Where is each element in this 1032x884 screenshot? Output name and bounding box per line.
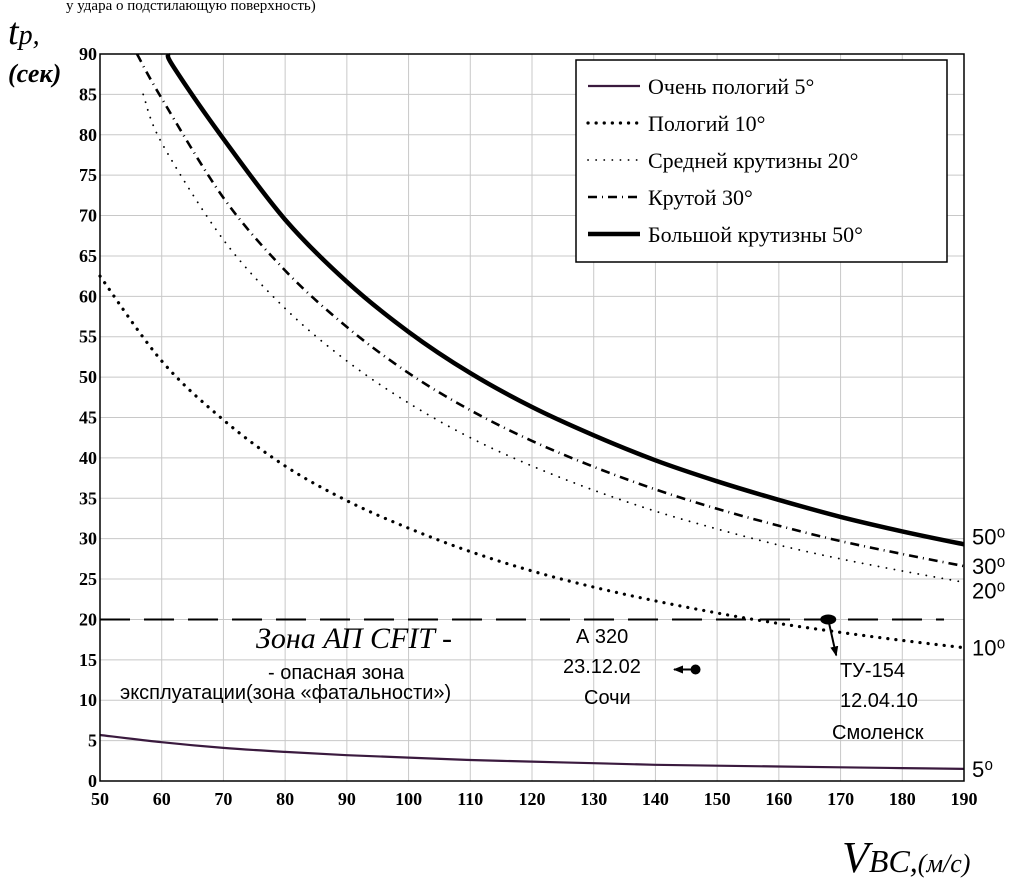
zone-title: Зона АП CFIT - [256,622,452,655]
x-tick-label: 120 [519,789,546,809]
a320-label-0: А 320 [576,626,628,648]
tu154-arrow [827,619,839,657]
y-tick-label: 80 [79,125,97,145]
x-tick-label: 170 [827,789,854,809]
legend-label-0: Очень пологий 5° [648,74,814,99]
a320-label-1: 23.12.02 [563,656,641,678]
legend-box [575,59,948,263]
y-tick-label: 10 [79,690,97,710]
y-tick-label: 20 [79,609,97,629]
legend-label-3: Крутой 30° [648,185,753,210]
x-axis-title: VBC,(м/с) [842,833,970,882]
x-tick-label: 110 [457,789,483,809]
y-tick-label: 5 [88,731,97,751]
zone-desc-line1: - опасная зона [268,662,405,684]
x-tick-label: 150 [704,789,731,809]
a320-label-2: Сочи [584,687,631,709]
y-title-sub: p [17,20,33,51]
legend-label-1: Пологий 10° [648,111,765,136]
x-tick-label: 80 [276,789,294,809]
y-tick-label: 70 [79,206,97,226]
y-tick-label: 40 [79,448,97,468]
y-tick-label: 0 [88,771,97,791]
series-end-label-1: 10⁰ [972,636,1005,661]
tu154-label-2: Смоленск [832,722,924,744]
svg-text:tp,: tp, [8,11,40,53]
y-tick-label: 85 [79,84,97,104]
x-tick-label: 140 [642,789,669,809]
y-tick-label: 45 [79,408,97,428]
tu154-label-0: ТУ-154 [840,660,905,682]
zone-desc-line2: эксплуатации(зона «фатальности») [120,682,451,704]
svg-text:VBC,(м/с): VBC,(м/с) [842,833,970,882]
x-tick-label: 130 [580,789,607,809]
y-title-main: t [8,11,20,53]
tu154-label-1: 12.04.10 [840,690,918,712]
zone-text: Зона АП CFIT - - опасная зона эксплуатац… [120,622,452,704]
tick-labels: 50 60 70 80 90 100 110 120 130 140 150 160 170 180 190… [79,44,978,809]
legend-label-4: Большой крутизны 50° [648,222,863,247]
y-title-unit: (сек) [8,59,61,88]
x-tick-label: 180 [889,789,916,809]
x-tick-label: 60 [153,789,171,809]
plot-frame [99,53,965,782]
legend: Очень пологий 5° Пологий 10° Средней крути… [575,59,948,263]
x-tick-label: 100 [395,789,422,809]
y-tick-label: 25 [79,569,97,589]
y-tick-label: 35 [79,488,97,508]
y-axis-title: tp, (сек) [8,11,61,88]
y-tick-label: 65 [79,246,97,266]
series-end-label-3: 30⁰ [972,554,1005,579]
y-tick-label: 55 [79,327,97,347]
x-tick-label: 50 [91,789,109,809]
series-line-4 [165,53,965,547]
y-tick-label: 75 [79,165,97,185]
header-text: у удара о подстилающую поверхность) [66,0,316,14]
x-title-main: V [842,833,874,882]
y-tick-label: 15 [79,650,97,670]
y-tick-label: 90 [79,44,97,64]
x-tick-label: 70 [214,789,232,809]
y-tick-label: 60 [79,286,97,306]
series-end-label-0: 5⁰ [972,757,993,782]
x-title-sub: BC, [869,843,918,879]
legend-label-2: Средней крутизны 20° [648,148,858,173]
x-tick-label: 90 [338,789,356,809]
x-tick-label: 190 [951,789,978,809]
series-line-0 [99,733,965,770]
series-lines [98,53,966,770]
x-tick-label: 160 [765,789,792,809]
y-tick-label: 30 [79,529,97,549]
series-line-3 [135,53,965,568]
y-tick-label: 50 [79,367,97,387]
annotations: А 320 23.12.02 Сочи ТУ-154 12.04.10 Смоленск [563,614,924,744]
series-line-2 [142,93,965,584]
series-end-label-4: 50⁰ [972,524,1005,549]
x-title-unit: (м/с) [918,849,971,878]
series-end-label-2: 20⁰ [972,578,1005,603]
